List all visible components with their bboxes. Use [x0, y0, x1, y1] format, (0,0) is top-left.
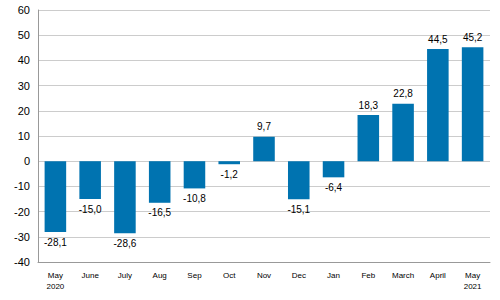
svg-text:10: 10: [18, 130, 30, 142]
svg-text:9,7: 9,7: [257, 121, 271, 132]
svg-text:July: July: [118, 271, 132, 280]
svg-text:0: 0: [24, 155, 30, 167]
svg-text:-15,0: -15,0: [79, 204, 102, 215]
svg-text:-28,1: -28,1: [44, 237, 67, 248]
svg-text:-10: -10: [14, 180, 30, 192]
svg-text:-6,4: -6,4: [325, 182, 343, 193]
svg-text:-15,1: -15,1: [287, 204, 310, 215]
svg-text:Aug: Aug: [153, 271, 167, 280]
svg-text:May: May: [465, 271, 480, 280]
svg-text:April: April: [430, 271, 446, 280]
svg-text:Oct: Oct: [223, 271, 236, 280]
svg-text:2020: 2020: [46, 282, 64, 291]
svg-text:20: 20: [18, 105, 30, 117]
svg-text:60: 60: [18, 4, 30, 16]
svg-text:Feb: Feb: [361, 271, 375, 280]
svg-text:30: 30: [18, 80, 30, 92]
svg-text:45,2: 45,2: [463, 32, 483, 43]
svg-text:-40: -40: [14, 256, 30, 268]
svg-text:40: 40: [18, 54, 30, 66]
svg-text:Nov: Nov: [257, 271, 271, 280]
svg-text:May: May: [48, 271, 63, 280]
svg-text:-30: -30: [14, 231, 30, 243]
svg-text:18,3: 18,3: [359, 100, 379, 111]
svg-text:-16,5: -16,5: [148, 207, 171, 218]
svg-text:22,8: 22,8: [393, 88, 413, 99]
svg-text:June: June: [81, 271, 99, 280]
svg-text:-28,6: -28,6: [114, 238, 137, 249]
svg-text:50: 50: [18, 29, 30, 41]
svg-text:2021: 2021: [464, 282, 482, 291]
svg-text:Dec: Dec: [292, 271, 306, 280]
svg-text:-1,2: -1,2: [221, 169, 239, 180]
svg-text:March: March: [392, 271, 414, 280]
svg-text:-20: -20: [14, 206, 30, 218]
svg-text:Jan: Jan: [327, 271, 340, 280]
svg-text:Sep: Sep: [187, 271, 202, 280]
svg-text:-10,8: -10,8: [183, 193, 206, 204]
svg-text:44,5: 44,5: [428, 34, 448, 45]
